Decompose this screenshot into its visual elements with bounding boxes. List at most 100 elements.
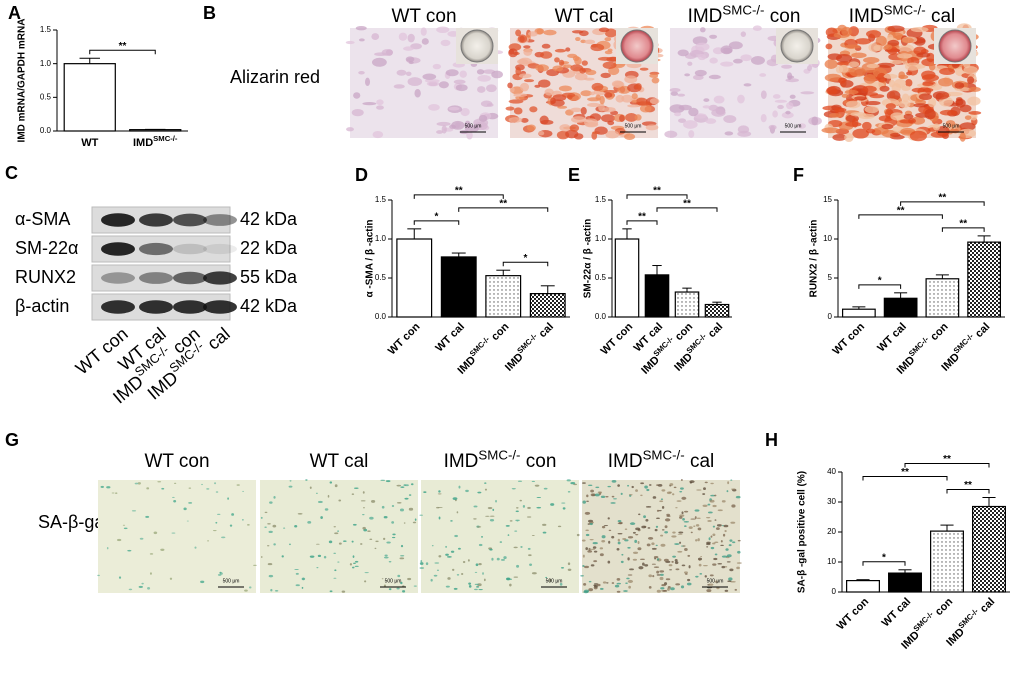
cell-stain — [399, 508, 404, 512]
cell-stain — [682, 518, 685, 521]
cell-stain — [724, 566, 728, 568]
cell-stain — [267, 563, 273, 566]
y-tick-label: 1.5 — [40, 25, 52, 34]
cell-stain — [351, 108, 364, 117]
cell-stain — [428, 103, 440, 111]
cell-stain — [554, 57, 560, 63]
cell-stain — [694, 509, 700, 512]
cell-stain — [371, 57, 387, 67]
cell-stain — [588, 484, 593, 487]
cell-stain — [696, 489, 702, 491]
cell-stain — [520, 546, 523, 548]
cell-stain — [587, 523, 591, 525]
cell-stain — [511, 488, 516, 490]
cell-stain — [513, 546, 518, 549]
error-bar — [982, 497, 996, 507]
cell-stain — [487, 506, 493, 510]
cell-stain — [362, 526, 366, 530]
cell-stain — [520, 118, 529, 123]
cell-stain — [543, 29, 557, 36]
cell-stain — [657, 483, 663, 487]
cell-stain — [149, 553, 154, 555]
cell-stain — [647, 536, 654, 540]
cell-stain — [768, 124, 777, 130]
cell-stain — [684, 525, 687, 528]
cell-stain — [244, 589, 248, 592]
cell-stain — [396, 69, 407, 76]
cell-stain — [911, 87, 926, 93]
cell-stain — [508, 99, 524, 104]
label-part: WT con — [835, 595, 872, 632]
cell-stain — [260, 556, 263, 558]
cell-stain — [587, 102, 601, 108]
cell-stain — [526, 124, 536, 132]
cell-stain — [294, 568, 299, 570]
cell-stain — [954, 82, 965, 89]
cell-stain — [589, 521, 594, 524]
cell-stain — [465, 489, 469, 493]
cell-stain — [712, 542, 716, 545]
cell-stain — [670, 91, 679, 96]
cell-stain — [535, 64, 549, 72]
cell-stain — [797, 123, 806, 129]
cell-stain — [702, 493, 706, 496]
cell-stain — [695, 539, 698, 542]
cell-stain — [624, 528, 628, 530]
cell-stain — [516, 520, 519, 522]
cell-stain — [580, 106, 587, 115]
cell-stain — [585, 547, 588, 551]
cell-stain — [863, 57, 880, 64]
cell-stain — [844, 44, 861, 49]
cell-stain — [496, 557, 500, 561]
cell-stain — [338, 499, 342, 502]
cell-stain — [697, 527, 702, 531]
error-bar — [496, 269, 511, 276]
cell-stain — [478, 114, 488, 122]
cell-stain — [289, 480, 292, 482]
cell-stain — [585, 69, 597, 76]
cell-stain — [449, 124, 456, 129]
cell-stain — [268, 530, 273, 534]
cell-stain — [883, 73, 898, 79]
cell-stain — [315, 492, 318, 494]
cell-stain — [419, 567, 425, 569]
cell-stain — [625, 113, 638, 122]
cell-stain — [679, 514, 685, 517]
cell-stain — [139, 537, 144, 540]
cell-stain — [420, 27, 427, 36]
cell-stain — [852, 128, 869, 139]
cell-stain — [476, 69, 485, 75]
x-tick-label: WT — [81, 137, 98, 149]
cell-stain — [329, 481, 333, 484]
significance-label: ** — [901, 467, 909, 478]
cell-stain — [447, 577, 451, 580]
cell-stain — [509, 578, 512, 580]
column-label: IMDSMC-/- cal — [849, 2, 956, 27]
cell-stain — [876, 72, 887, 83]
cell-stain — [503, 556, 507, 560]
error-bar — [407, 228, 422, 239]
cell-stain — [667, 587, 670, 591]
cell-stain — [835, 65, 844, 74]
cell-stain — [620, 560, 624, 564]
cell-stain — [505, 106, 515, 111]
cell-stain — [360, 543, 363, 545]
cell-stain — [887, 25, 905, 32]
y-tick-label: 1.0 — [40, 59, 52, 68]
cell-stain — [374, 547, 377, 550]
cell-stain — [364, 580, 367, 583]
y-tick-label: 10 — [823, 234, 832, 243]
cell-stain — [640, 494, 643, 497]
cell-stain — [626, 577, 630, 580]
cell-stain — [631, 485, 634, 489]
bar — [930, 530, 964, 593]
cell-stain — [647, 527, 651, 529]
cell-stain — [436, 569, 440, 571]
cell-stain — [651, 563, 656, 565]
cell-stain — [363, 507, 365, 509]
cell-stain — [651, 542, 655, 546]
cell-stain — [672, 555, 676, 558]
cell-stain — [672, 531, 676, 534]
y-tick-label: 40 — [827, 467, 836, 476]
